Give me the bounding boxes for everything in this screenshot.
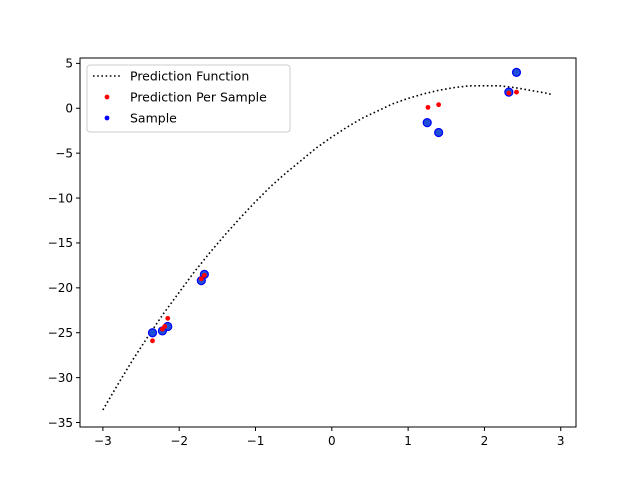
- x-tick-label: 2: [481, 434, 489, 448]
- sample-point: [511, 67, 522, 77]
- prediction-point: [514, 89, 519, 95]
- prediction-point: [165, 315, 171, 321]
- y-tick-label: −20: [48, 281, 73, 295]
- prediction-point: [506, 90, 512, 96]
- legend-label-prediction-function: Prediction Function: [130, 69, 249, 84]
- legend-label-prediction-per-sample: Prediction Per Sample: [130, 90, 267, 105]
- sample-point: [422, 118, 432, 128]
- legend-swatch-prediction-per-sample: [104, 94, 110, 100]
- x-tick-label: −1: [247, 434, 265, 448]
- x-tick-label: 1: [404, 434, 412, 448]
- y-tick-label: −15: [48, 236, 73, 250]
- y-tick-label: 5: [65, 57, 73, 71]
- prediction-point: [425, 104, 431, 110]
- axes: −3 −2 −1 0 1 2 350−5−10−15−20−25−30−35: [48, 57, 577, 448]
- prediction-point: [198, 276, 204, 282]
- legend-swatch-sample: [104, 115, 110, 121]
- x-tick-label: 0: [328, 434, 336, 448]
- legend-label-sample: Sample: [130, 111, 177, 126]
- legend-box: [86, 64, 291, 133]
- x-tick-label: −3: [94, 434, 112, 448]
- sample-point: [434, 127, 444, 138]
- prediction-point: [162, 324, 168, 329]
- y-tick-label: −30: [48, 371, 73, 385]
- x-tick-label: −2: [170, 434, 188, 448]
- prediction-point: [150, 338, 155, 344]
- prediction-point: [201, 272, 207, 278]
- prediction-point: [436, 102, 442, 108]
- legend: Prediction Function Prediction Per Sample…: [86, 64, 291, 133]
- y-tick-label: −35: [48, 416, 73, 430]
- x-tick-label: 3: [557, 434, 565, 448]
- y-tick-label: −25: [48, 326, 73, 340]
- y-tick-label: −10: [48, 191, 73, 205]
- plot-area: [102, 67, 554, 411]
- y-tick-label: 0: [65, 102, 73, 116]
- y-tick-label: −5: [55, 146, 73, 160]
- sample-point: [147, 328, 158, 338]
